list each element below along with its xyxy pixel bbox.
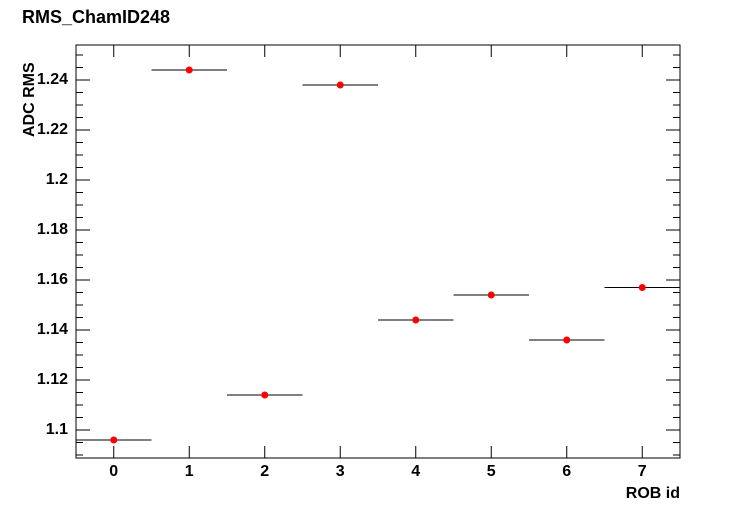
x-tick-label: 5 [487, 463, 496, 480]
y-axis-label: ADC RMS [21, 62, 38, 137]
plot-frame [75, 44, 681, 459]
point [412, 316, 420, 324]
y-tick-label: 1.12 [37, 371, 68, 388]
x-tick-label: 2 [260, 463, 269, 480]
x-tick-label: 7 [638, 463, 647, 480]
y-tick-label: 1.24 [37, 71, 68, 88]
x-tick-label: 4 [411, 463, 420, 480]
point [487, 291, 495, 299]
x-tick-label: 6 [562, 463, 571, 480]
x-tick-label: 1 [185, 463, 194, 480]
point [185, 66, 193, 74]
x-tick-label: 3 [336, 463, 345, 480]
point [638, 284, 646, 291]
x-axis-label: ROB id [626, 485, 680, 502]
y-tick-label: 1.22 [37, 121, 68, 138]
x-tick-label: 0 [109, 463, 118, 480]
y-tick-label: 1.16 [37, 271, 68, 288]
y-tick-label: 1.2 [46, 171, 68, 188]
y-tick-label: 1.14 [37, 321, 68, 338]
point [110, 436, 118, 444]
point [261, 391, 269, 399]
y-tick-label: 1.1 [46, 421, 68, 438]
point [563, 336, 571, 344]
chart-title: RMS_ChamID248 [22, 7, 170, 27]
y-tick-label: 1.18 [37, 221, 68, 238]
point [336, 81, 344, 89]
